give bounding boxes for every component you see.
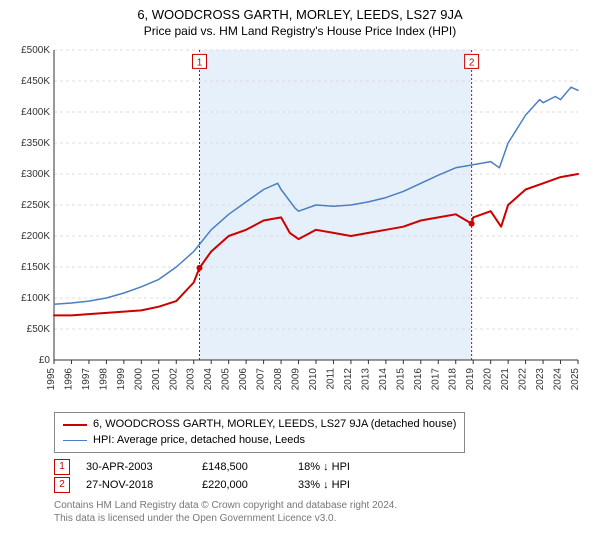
legend-item: HPI: Average price, detached house, Leed… — [63, 433, 456, 448]
svg-text:2019: 2019 — [465, 368, 476, 391]
svg-text:£100K: £100K — [21, 293, 50, 304]
svg-text:1995: 1995 — [46, 368, 57, 391]
event-marker: 2 — [54, 477, 70, 493]
svg-text:£0: £0 — [39, 355, 51, 366]
svg-text:1997: 1997 — [81, 368, 92, 391]
svg-text:£50K: £50K — [27, 324, 51, 335]
svg-text:2018: 2018 — [448, 368, 459, 391]
svg-text:£300K: £300K — [21, 169, 50, 180]
svg-text:£350K: £350K — [21, 138, 50, 149]
footnote-line: This data is licensed under the Open Gov… — [54, 512, 590, 525]
svg-text:1996: 1996 — [63, 368, 74, 391]
svg-text:2025: 2025 — [570, 368, 581, 391]
svg-text:2002: 2002 — [168, 368, 179, 391]
chart-title: 6, WOODCROSS GARTH, MORLEY, LEEDS, LS27 … — [10, 6, 590, 24]
svg-text:2021: 2021 — [500, 368, 511, 391]
svg-text:2015: 2015 — [395, 368, 406, 391]
svg-text:2013: 2013 — [360, 368, 371, 391]
svg-text:£250K: £250K — [21, 200, 50, 211]
svg-text:2008: 2008 — [273, 368, 284, 391]
legend-swatch — [63, 440, 87, 441]
event-note: 33% ↓ HPI — [298, 479, 350, 491]
event-row: 1 30-APR-2003 £148,500 18% ↓ HPI — [54, 459, 590, 475]
svg-text:1: 1 — [197, 58, 203, 69]
svg-text:1998: 1998 — [98, 368, 109, 391]
svg-text:2024: 2024 — [553, 368, 564, 391]
event-date: 27-NOV-2018 — [86, 479, 186, 491]
svg-text:2010: 2010 — [308, 368, 319, 391]
event-list: 1 30-APR-2003 £148,500 18% ↓ HPI 2 27-NOV-201… — [54, 459, 590, 493]
svg-text:2012: 2012 — [343, 368, 354, 391]
svg-text:2011: 2011 — [325, 368, 336, 390]
svg-text:£400K: £400K — [21, 107, 50, 118]
event-marker: 1 — [54, 459, 70, 475]
event-price: £220,000 — [202, 479, 282, 491]
svg-text:2007: 2007 — [256, 368, 267, 391]
price-chart: £0 £50K £100K £150K £200K £250K £300K £350K £400… — [10, 44, 590, 404]
svg-text:2005: 2005 — [221, 368, 232, 391]
legend-swatch — [63, 424, 87, 426]
svg-text:£450K: £450K — [21, 76, 50, 87]
svg-text:2000: 2000 — [133, 368, 144, 391]
svg-text:2017: 2017 — [430, 368, 441, 391]
svg-text:£150K: £150K — [21, 262, 50, 273]
svg-text:£200K: £200K — [21, 231, 50, 242]
legend-label: HPI: Average price, detached house, Leed… — [93, 433, 305, 448]
legend: 6, WOODCROSS GARTH, MORLEY, LEEDS, LS27 … — [54, 412, 465, 453]
svg-text:2022: 2022 — [518, 368, 529, 391]
svg-text:2023: 2023 — [535, 368, 546, 391]
svg-text:2004: 2004 — [203, 368, 214, 391]
event-note: 18% ↓ HPI — [298, 461, 350, 473]
svg-text:2: 2 — [469, 58, 475, 69]
event-row: 2 27-NOV-2018 £220,000 33% ↓ HPI — [54, 477, 590, 493]
svg-text:2020: 2020 — [483, 368, 494, 391]
svg-text:2016: 2016 — [413, 368, 424, 391]
svg-text:2014: 2014 — [378, 368, 389, 391]
legend-item: 6, WOODCROSS GARTH, MORLEY, LEEDS, LS27 … — [63, 417, 456, 432]
footnote-line: Contains HM Land Registry data © Crown c… — [54, 499, 590, 512]
svg-text:£500K: £500K — [21, 45, 50, 56]
svg-text:2001: 2001 — [151, 368, 162, 391]
svg-text:1999: 1999 — [116, 368, 127, 391]
chart-subtitle: Price paid vs. HM Land Registry's House … — [10, 24, 590, 38]
svg-text:2009: 2009 — [291, 368, 302, 391]
footnote: Contains HM Land Registry data © Crown c… — [54, 499, 590, 525]
event-price: £148,500 — [202, 461, 282, 473]
legend-label: 6, WOODCROSS GARTH, MORLEY, LEEDS, LS27 … — [93, 417, 456, 432]
svg-text:2006: 2006 — [238, 368, 249, 391]
event-date: 30-APR-2003 — [86, 461, 186, 473]
svg-text:2003: 2003 — [186, 368, 197, 391]
